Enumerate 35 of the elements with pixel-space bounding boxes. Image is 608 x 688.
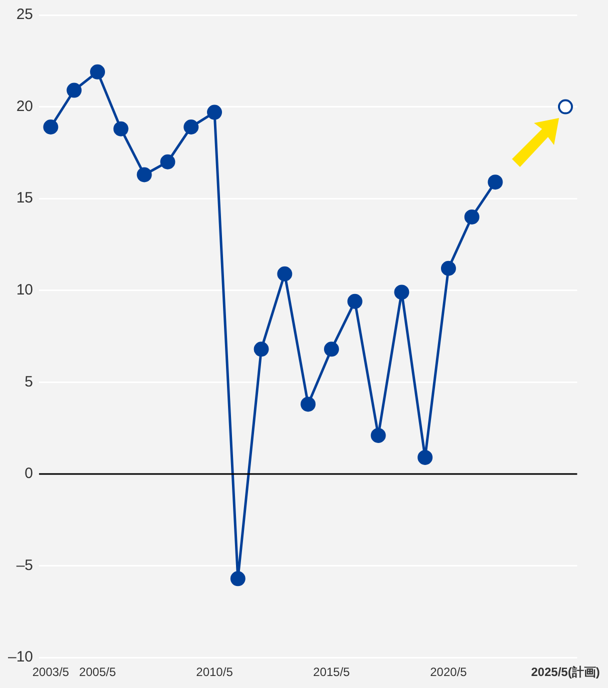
- x-tick-label: 2003/5: [32, 665, 70, 680]
- point: [324, 342, 339, 357]
- point: [277, 266, 292, 282]
- point: [136, 167, 152, 182]
- x-tick-label: 2020/5: [430, 665, 468, 680]
- y-tick-label: 10: [16, 282, 34, 299]
- point: [113, 121, 128, 136]
- point: [300, 396, 316, 412]
- point: [347, 294, 362, 309]
- point: [394, 284, 410, 300]
- point: [43, 119, 58, 134]
- y-tick-label: 20: [16, 98, 34, 115]
- y-tick-label: –5: [16, 556, 34, 574]
- point: [207, 104, 222, 120]
- point: [558, 99, 573, 114]
- point: [440, 260, 456, 276]
- x-tick-label: 2005/5: [79, 665, 116, 680]
- point: [464, 209, 480, 224]
- y-tick-label: 0: [24, 465, 34, 482]
- x-tick-label: 2025/5(計画): [531, 665, 600, 680]
- y-tick-label: 5: [24, 373, 34, 390]
- point: [90, 64, 106, 80]
- y-tick-label: 15: [16, 190, 34, 207]
- point: [418, 450, 433, 465]
- x-tick-label: 2015/5: [313, 665, 350, 680]
- point: [230, 571, 246, 586]
- y-tick-label: 25: [16, 6, 34, 24]
- y-tick-label: –10: [8, 648, 34, 666]
- point: [254, 342, 269, 357]
- point: [488, 174, 503, 190]
- point: [370, 428, 386, 443]
- point: [160, 154, 176, 170]
- x-tick-label: 2010/5: [196, 665, 234, 680]
- point: [184, 119, 199, 134]
- point: [66, 82, 82, 98]
